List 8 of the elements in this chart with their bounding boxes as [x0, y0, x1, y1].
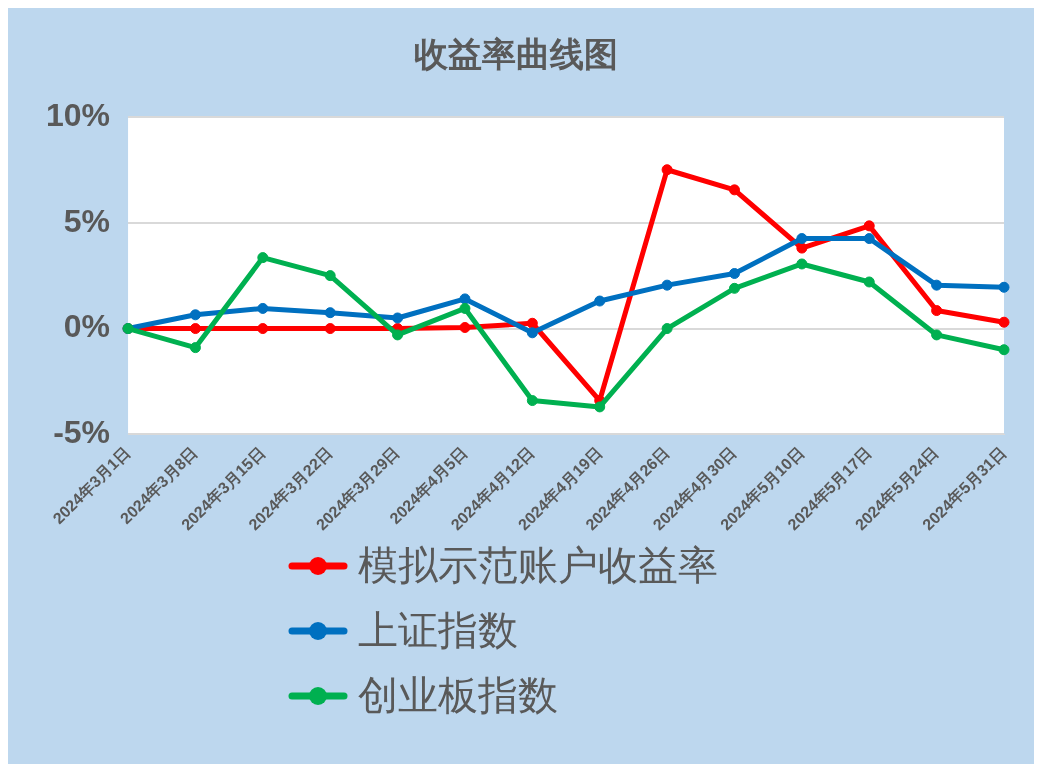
legend-label: 模拟示范账户收益率: [358, 542, 718, 589]
y-tick-label: 5%: [63, 202, 111, 239]
y-tick-label: 0%: [63, 308, 111, 345]
legend-label: 上证指数: [358, 607, 518, 654]
legend-label: 创业板指数: [358, 672, 558, 719]
chart-title: 收益率曲线图: [414, 34, 618, 73]
y-tick-label: 10%: [46, 96, 111, 133]
y-tick-label: -5%: [53, 414, 111, 451]
